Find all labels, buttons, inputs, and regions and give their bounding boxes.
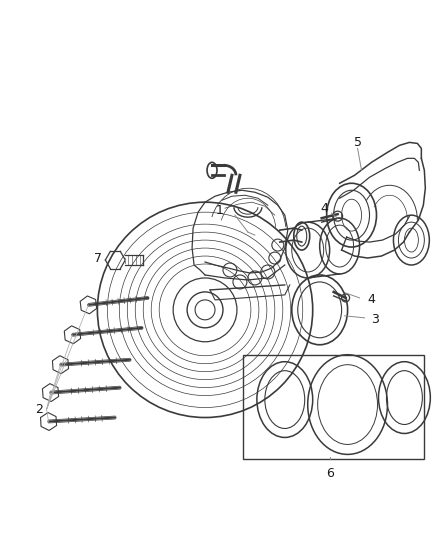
Text: 4: 4 xyxy=(367,293,375,306)
Text: 5: 5 xyxy=(353,136,361,149)
Text: 3: 3 xyxy=(371,313,379,326)
Text: 6: 6 xyxy=(326,467,334,480)
Text: 2: 2 xyxy=(35,403,42,416)
Text: 1: 1 xyxy=(216,204,224,217)
Text: 7: 7 xyxy=(94,252,102,264)
Text: 4: 4 xyxy=(321,201,328,215)
